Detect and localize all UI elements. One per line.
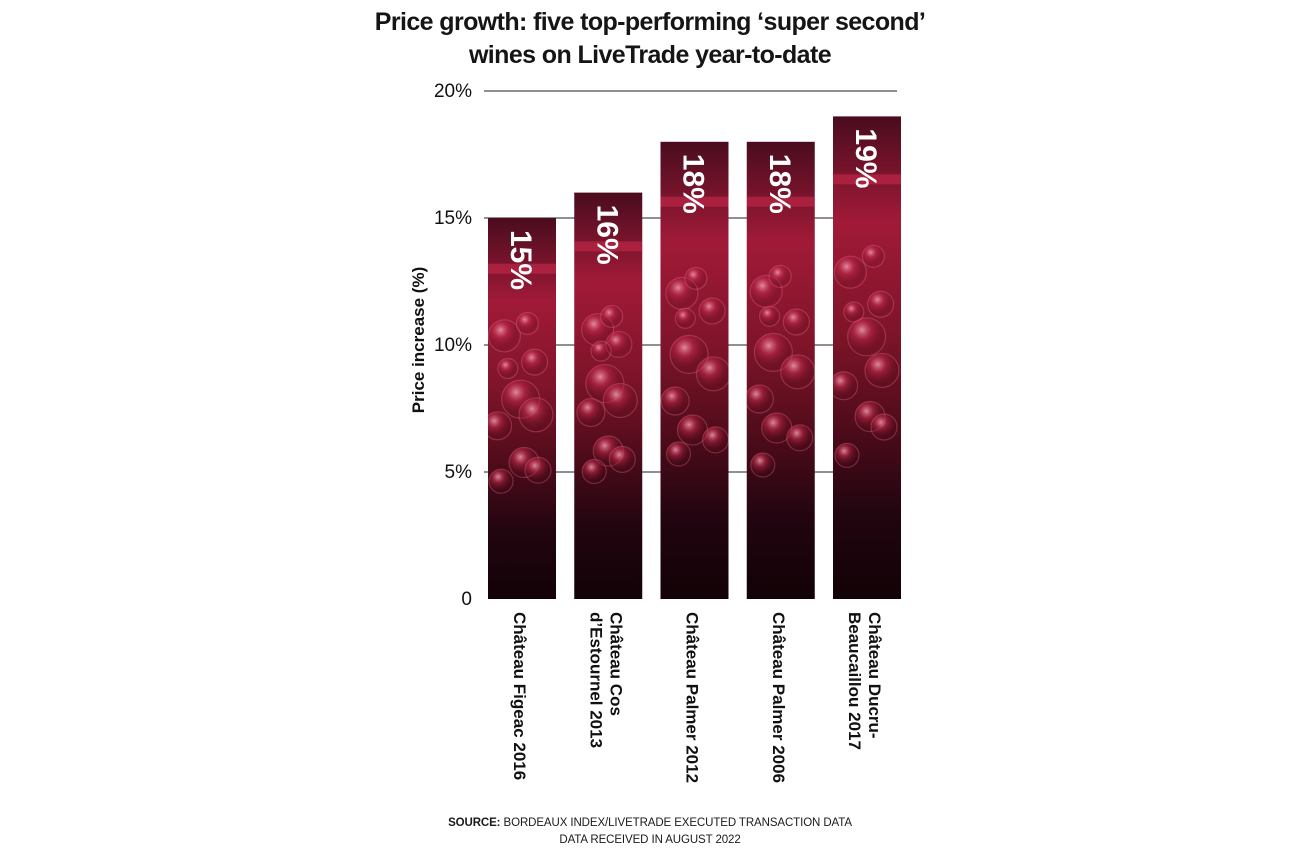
x-category-label: Château Cos bbox=[606, 612, 625, 716]
bar-group bbox=[574, 192, 643, 599]
y-axis-label: Price increase (%) bbox=[409, 267, 428, 413]
bar-highlight-band bbox=[660, 196, 729, 207]
y-tick-label: 15% bbox=[434, 208, 472, 229]
y-tick-label: 10% bbox=[434, 335, 472, 356]
chart-title: Price growth: five top-performing ‘super… bbox=[0, 6, 1300, 72]
bar-value-label: 15% bbox=[504, 230, 537, 290]
bar-bubble bbox=[581, 458, 607, 485]
bar-bubble bbox=[520, 348, 549, 376]
y-tick-label: 20% bbox=[434, 81, 472, 102]
bar-highlight-band bbox=[746, 196, 815, 207]
bar-value-label: 18% bbox=[677, 154, 710, 214]
bar-bubble bbox=[524, 456, 552, 484]
x-category-label: Château Palmer 2006 bbox=[769, 612, 788, 783]
bar-texture bbox=[746, 196, 815, 478]
bar-bubble bbox=[665, 441, 692, 467]
bar-group bbox=[746, 141, 815, 600]
bar-bubble bbox=[600, 304, 624, 329]
bar-bubble bbox=[861, 244, 886, 268]
bar-bubble bbox=[746, 384, 774, 414]
bar-texture bbox=[833, 174, 901, 468]
y-tick-label: 5% bbox=[445, 462, 473, 483]
bar-highlight-band bbox=[574, 241, 643, 252]
bar-bubble bbox=[780, 354, 815, 390]
y-tick-label: 0 bbox=[461, 589, 472, 610]
bar-bubble bbox=[846, 317, 887, 357]
bar-bubble bbox=[497, 357, 519, 380]
bar-bubble bbox=[674, 307, 696, 329]
bar-bubble bbox=[608, 445, 636, 473]
bar-bubble bbox=[488, 468, 514, 494]
bar-bubble bbox=[695, 356, 729, 392]
bar-bubble bbox=[786, 424, 814, 452]
bar-group bbox=[488, 218, 556, 599]
bar-bubble bbox=[518, 397, 554, 433]
bar-bubble bbox=[488, 319, 521, 353]
source-label: SOURCE: bbox=[448, 817, 501, 829]
bar-texture bbox=[488, 263, 556, 494]
chart-title-line-1: Price growth: five top-performing ‘super… bbox=[374, 8, 926, 36]
bar-bubble bbox=[753, 332, 793, 372]
bar-bubble bbox=[768, 264, 792, 288]
bar-texture bbox=[574, 241, 643, 485]
bar-highlight-band bbox=[488, 263, 556, 274]
bar-bubble bbox=[515, 311, 540, 336]
bar-bubble bbox=[750, 452, 776, 478]
x-category-label: Château Ducru- bbox=[865, 612, 884, 739]
source-line-1: SOURCE: BORDEAUX INDEX/LIVETRADE EXECUTE… bbox=[0, 815, 1300, 832]
bar-bubble bbox=[701, 426, 729, 454]
bar-value-label: 18% bbox=[763, 154, 796, 214]
bar-bubble bbox=[684, 266, 708, 290]
bar-bubble bbox=[590, 340, 612, 362]
bar-group bbox=[660, 141, 729, 600]
bar-bubble bbox=[870, 413, 898, 441]
bar-bubble bbox=[866, 290, 895, 318]
bar-bubble bbox=[782, 308, 810, 336]
bar-bubble bbox=[698, 297, 726, 325]
chart-title-line-2: wines on LiveTrade year-to-date bbox=[468, 41, 832, 69]
bar-bubble bbox=[602, 382, 638, 419]
x-category-label: Château Palmer 2012 bbox=[683, 612, 702, 783]
bar-bubble bbox=[758, 305, 781, 327]
bar-bubble bbox=[488, 411, 513, 441]
bar-bubble bbox=[834, 442, 860, 468]
bar-bubble bbox=[660, 386, 690, 416]
bar-highlight-band bbox=[833, 174, 901, 185]
source-note: SOURCE: BORDEAUX INDEX/LIVETRADE EXECUTE… bbox=[0, 815, 1300, 849]
bar-texture bbox=[660, 196, 729, 467]
bar-value-label: 16% bbox=[590, 205, 623, 265]
source-text: BORDEAUX INDEX/LIVETRADE EXECUTED TRANSA… bbox=[503, 817, 852, 829]
bar-bubble bbox=[833, 371, 859, 401]
bar-bubble bbox=[864, 352, 900, 389]
bar-bubble bbox=[833, 255, 868, 289]
bar-bubble bbox=[576, 397, 606, 428]
x-category-label: Beaucaillou 2017 bbox=[845, 612, 864, 750]
bar-bubble bbox=[843, 301, 865, 323]
bar-value-label: 19% bbox=[849, 128, 882, 188]
x-category-label: d’Estournel 2013 bbox=[586, 612, 605, 748]
bar-bubble bbox=[669, 334, 709, 374]
x-category-label: Château Figeac 2016 bbox=[510, 612, 529, 780]
source-line-2: DATA RECEIVED IN AUGUST 2022 bbox=[559, 834, 741, 846]
bar-group bbox=[833, 116, 901, 600]
